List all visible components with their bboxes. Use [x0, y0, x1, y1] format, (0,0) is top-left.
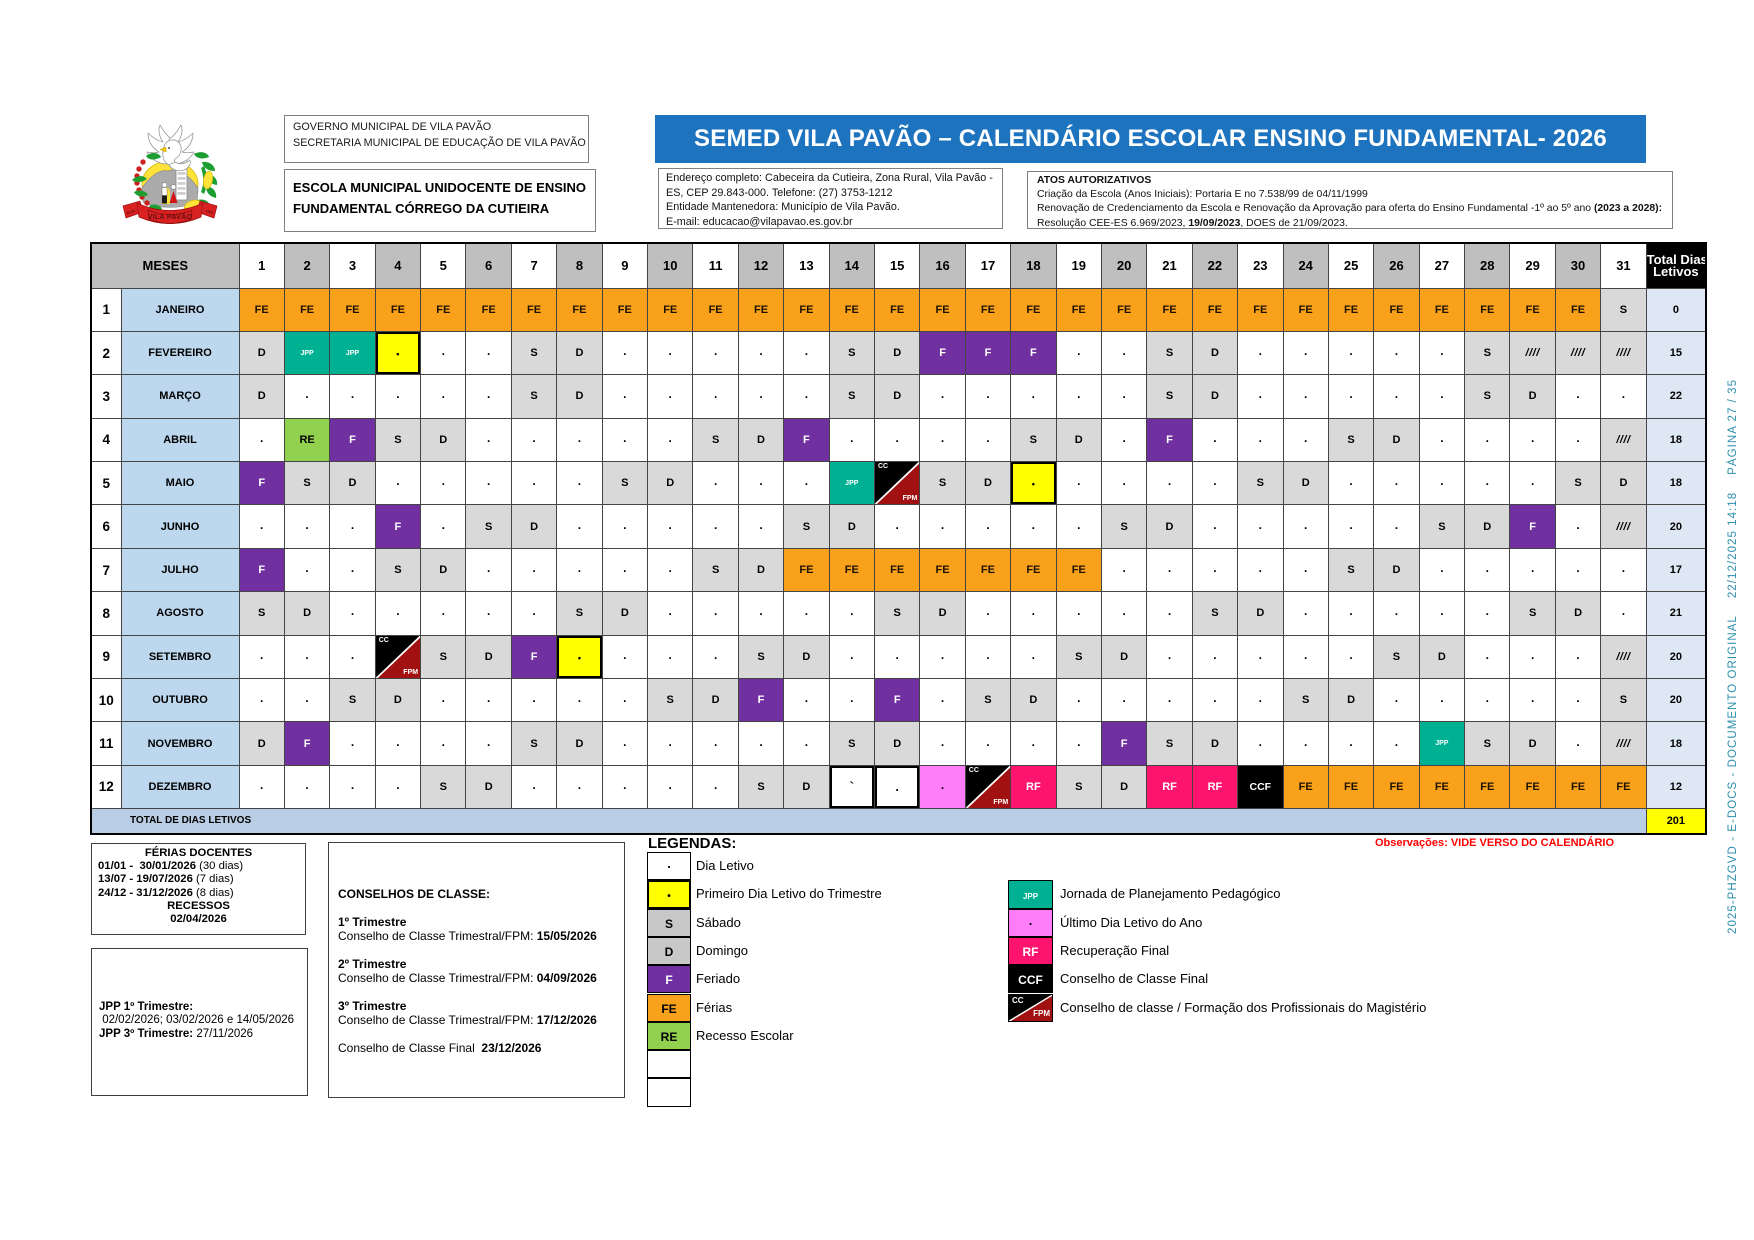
svg-text:VILA PAVÃO: VILA PAVÃO — [148, 212, 193, 221]
svg-text:1990: 1990 — [205, 209, 213, 215]
svg-text:30.03: 30.03 — [126, 209, 135, 215]
